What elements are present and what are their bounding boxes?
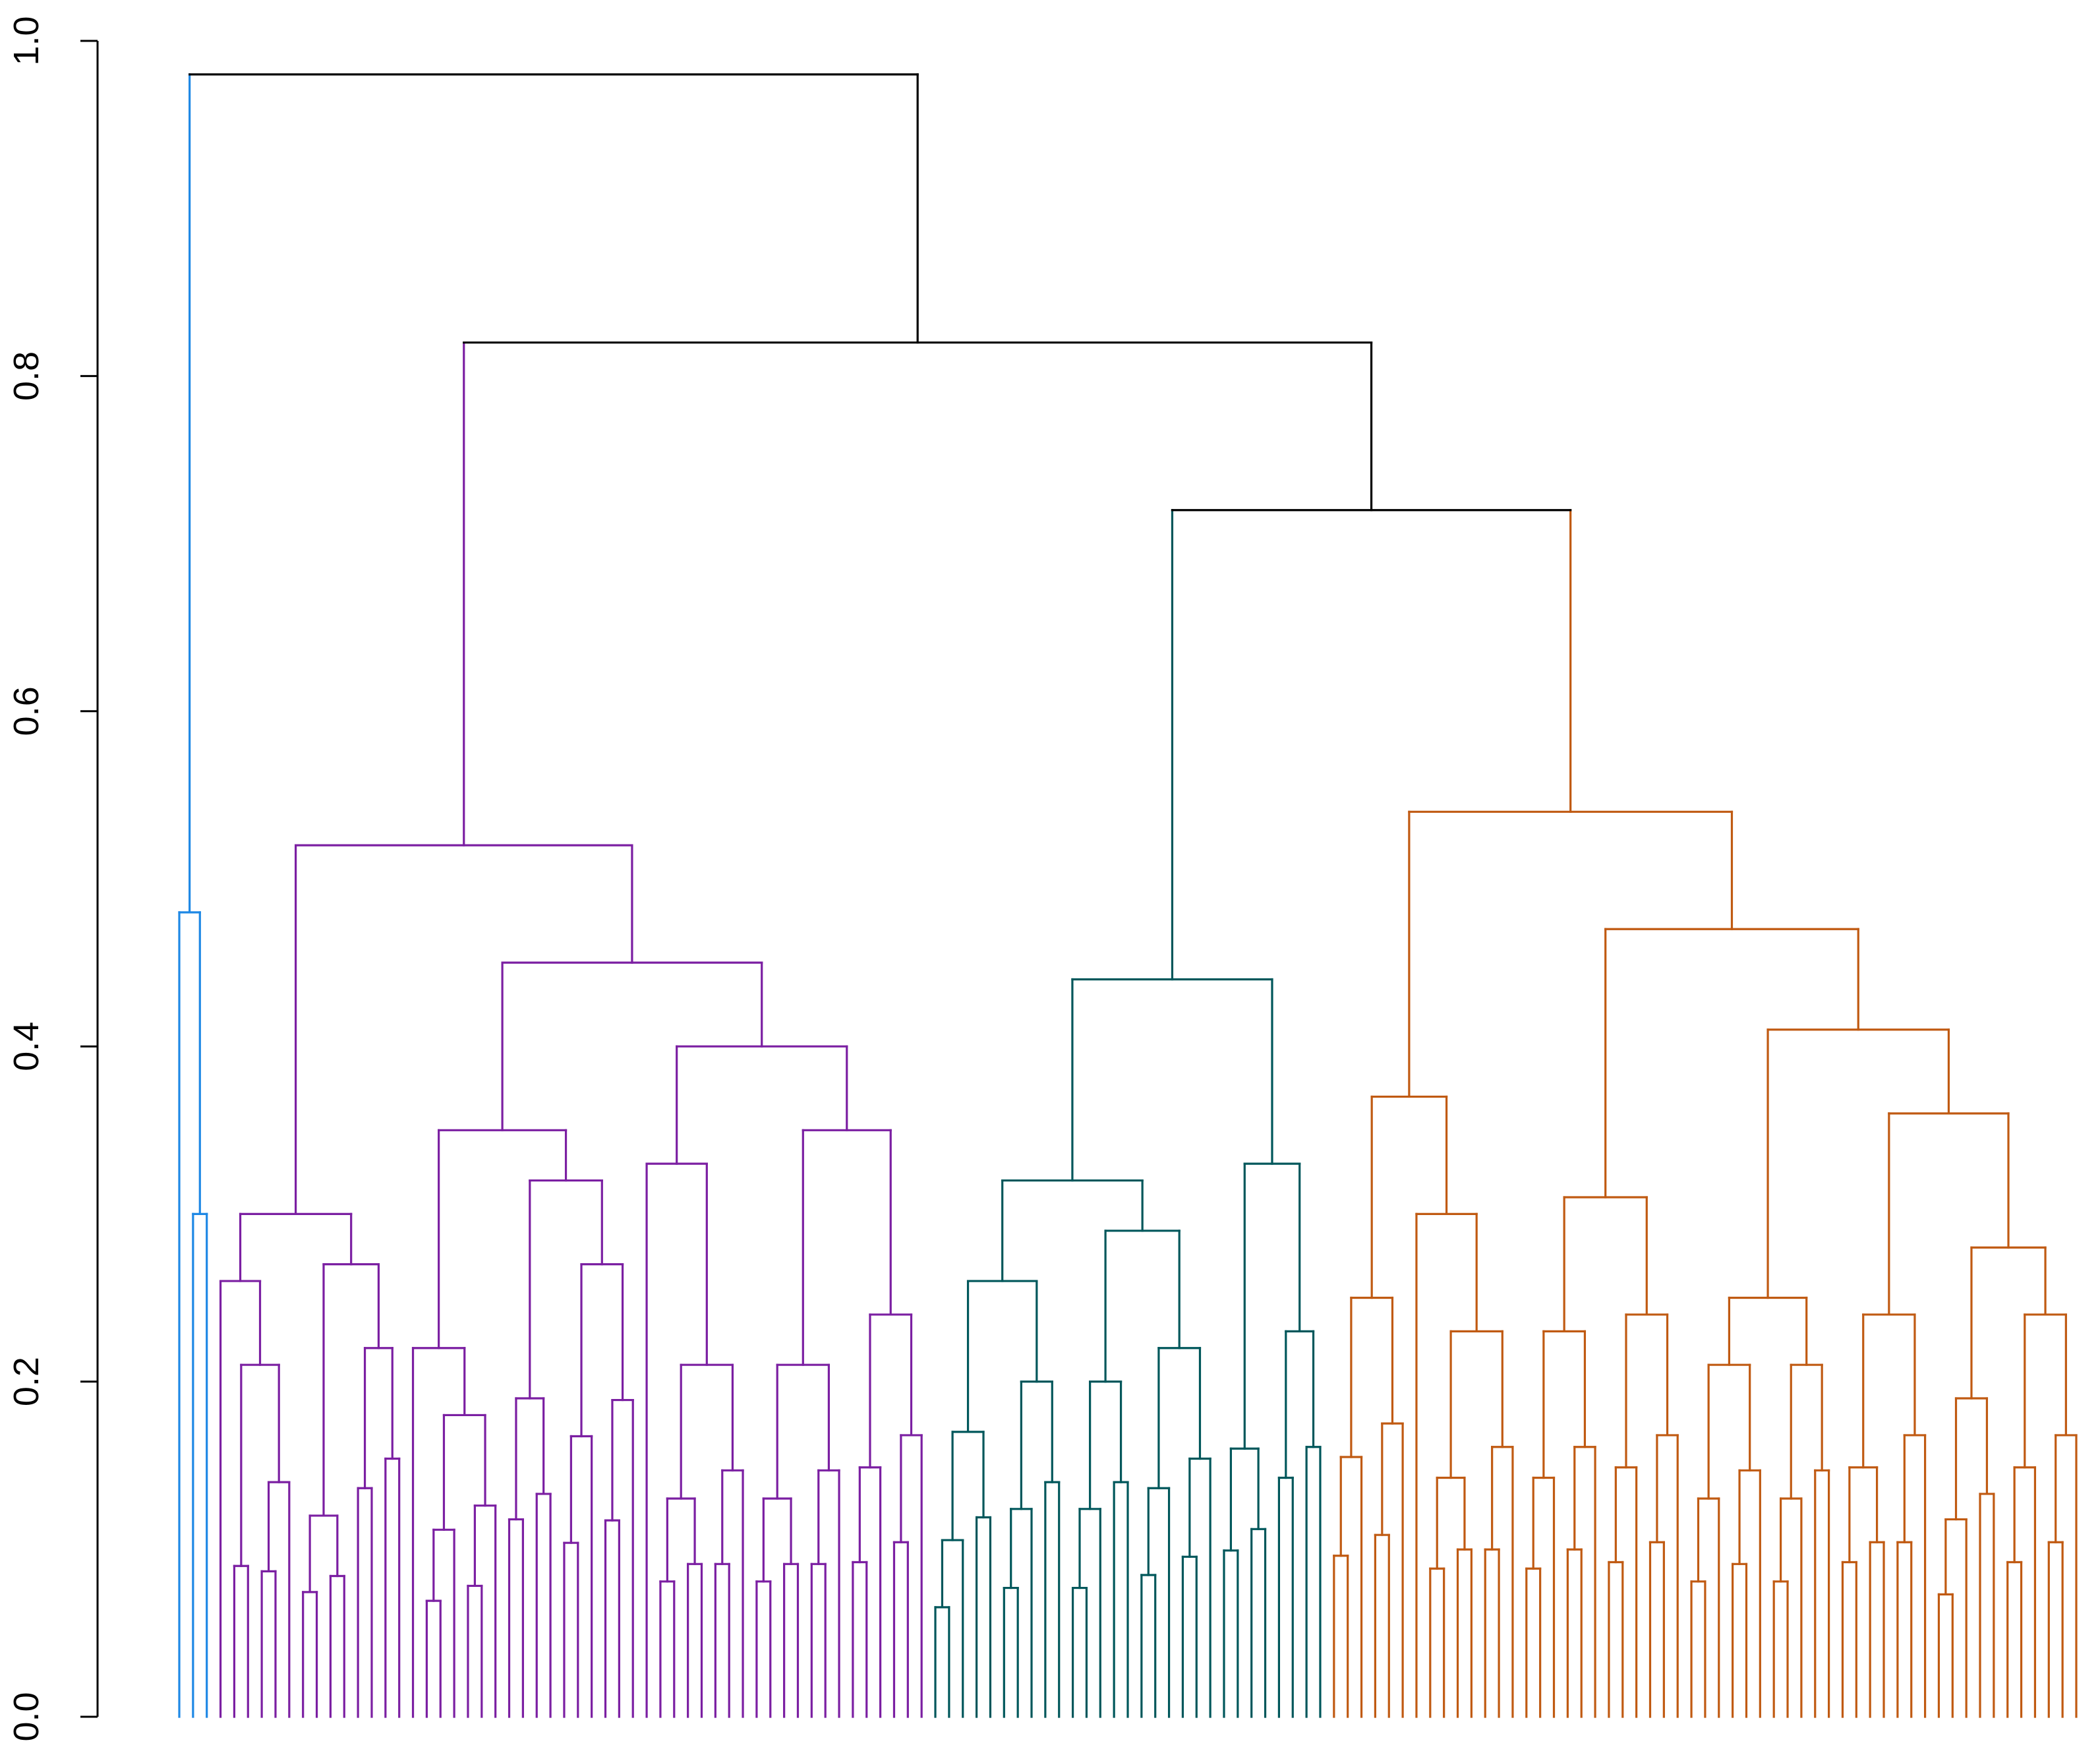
dendrogram-branches [178, 73, 2078, 1718]
y-axis: 0.0 0.2 0.4 0.6 0.8 1.0 [7, 16, 99, 1742]
y-tick-label: 0.0 [7, 1692, 46, 1741]
y-tick-label: 0.4 [7, 1022, 46, 1071]
y-tick-label: 0.8 [7, 351, 46, 401]
y-tick-label: 0.2 [7, 1357, 46, 1406]
y-tick-label: 0.6 [7, 686, 46, 736]
y-tick-label: 1.0 [7, 16, 46, 65]
